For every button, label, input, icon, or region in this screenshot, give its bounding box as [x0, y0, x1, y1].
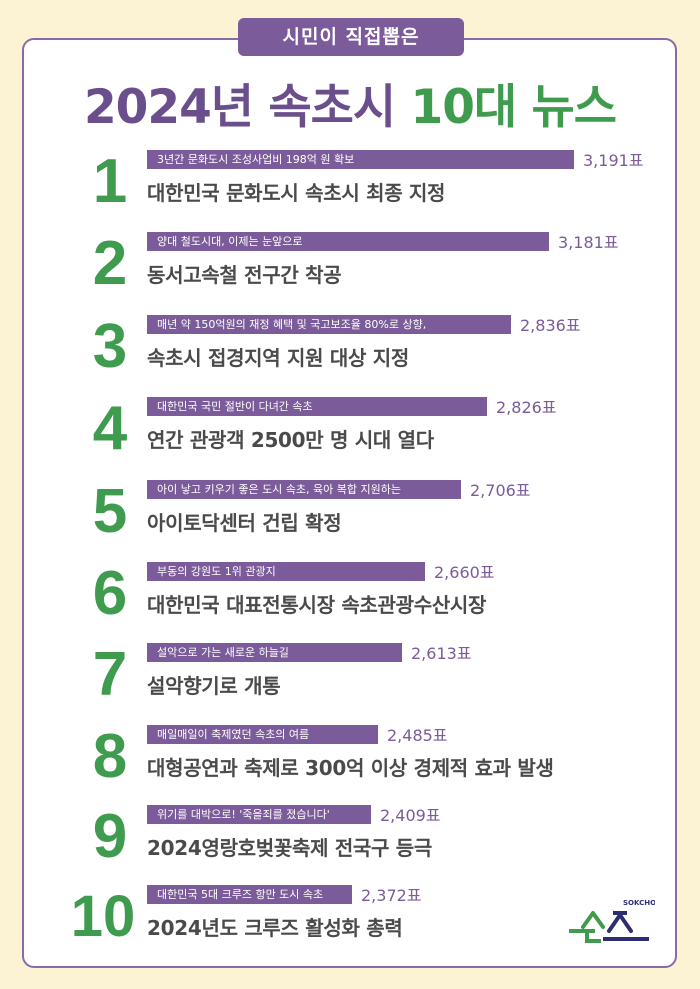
vote-count: 2,706표: [470, 481, 531, 500]
rank-number: 5: [92, 477, 128, 546]
vote-count: 2,660표: [434, 563, 495, 582]
vote-bar: 설악으로 가는 새로운 하늘길: [147, 643, 402, 662]
vote-bar: 대한민국 5대 크루즈 항만 도시 속초: [147, 885, 352, 904]
page-title: 2024년 속초시 10대 뉴스: [0, 68, 700, 137]
news-headline: 대형공연과 축제로 300억 이상 경제적 효과 발생: [147, 756, 554, 780]
header-badge: 시민이 직접뽑은: [238, 18, 464, 56]
vote-bar: 양대 철도시대, 이제는 눈앞으로: [147, 232, 549, 251]
vote-count: 3,191표: [583, 151, 644, 170]
vote-count: 2,409표: [380, 806, 441, 825]
news-item: 9 위기를 대박으로! '죽을죄를 졌습니다' 2,409표 2024영랑호벚꽃축제 …: [0, 802, 700, 885]
rank-number: 9: [92, 802, 128, 871]
rank-number: 4: [92, 394, 128, 463]
news-headline: 대한민국 대표전통시장 속초관광수산시장: [147, 593, 487, 617]
news-headline: 아이토닥센터 건립 확정: [147, 511, 342, 535]
vote-bar: 아이 낳고 키우기 좋은 도시 속초, 육아 복합 지원하는: [147, 480, 461, 499]
vote-bar: 대한민국 국민 절반이 다녀간 속초: [147, 397, 487, 416]
news-headline: 2024년도 크루즈 활성화 총력: [147, 916, 403, 940]
rank-number: 8: [92, 722, 128, 791]
news-headline: 동서고속철 전구간 착공: [147, 263, 342, 287]
rank-number: 10: [70, 884, 136, 949]
title-accent: 10대 뉴스: [410, 80, 617, 135]
vote-count: 2,826표: [496, 398, 557, 417]
sokcho-city-logo-icon: SOKCHO CITY: [569, 899, 655, 943]
title-main: 2024년 속초시: [83, 80, 396, 135]
news-headline: 설악향기로 개통: [147, 674, 281, 698]
vote-count: 2,485표: [387, 726, 448, 745]
rank-number: 2: [92, 229, 128, 298]
vote-count: 2,613표: [411, 644, 472, 663]
vote-bar: 부동의 강원도 1위 관광지: [147, 562, 425, 581]
rank-number: 1: [92, 147, 128, 216]
news-headline: 대한민국 문화도시 속초시 최종 지정: [147, 181, 446, 205]
vote-bar: 매일매일이 축제였던 속초의 여름: [147, 725, 378, 744]
vote-count: 2,372표: [361, 886, 422, 905]
vote-count: 3,181표: [558, 233, 619, 252]
vote-bar: 위기를 대박으로! '죽을죄를 졌습니다': [147, 805, 371, 824]
news-item: 3 매년 약 150억원의 재정 혜택 및 국고보조율 80%로 상향, 2,836…: [0, 312, 700, 395]
news-headline: 2024영랑호벚꽃축제 전국구 등극: [147, 836, 432, 860]
news-item: 10 대한민국 5대 크루즈 항만 도시 속초 2,372표 2024년도 크루즈 활…: [0, 884, 700, 965]
vote-bar: 매년 약 150억원의 재정 혜택 및 국고보조율 80%로 상향,: [147, 315, 511, 334]
news-headline: 속초시 접경지역 지원 대상 지정: [147, 346, 409, 370]
vote-bar: 3년간 문화도시 조성사업비 198억 원 확보: [147, 150, 574, 169]
logo-english-name: SOKCHO CITY: [623, 899, 655, 907]
rank-number: 6: [92, 559, 128, 628]
news-headline: 연간 관광객 2500만 명 시대 열다: [147, 428, 434, 452]
rank-number: 3: [92, 312, 128, 381]
rank-number: 7: [92, 640, 128, 709]
vote-count: 2,836표: [520, 316, 581, 335]
